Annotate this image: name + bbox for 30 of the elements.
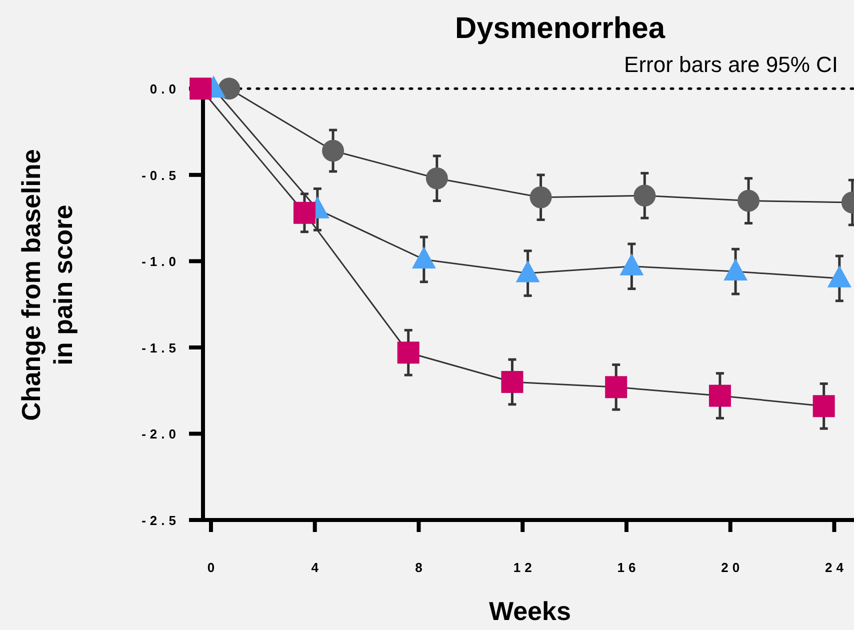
y-tick-label: -1.0 bbox=[142, 254, 180, 270]
y-tick-label: 0.0 bbox=[150, 82, 180, 97]
point bbox=[812, 395, 835, 418]
point bbox=[293, 202, 316, 224]
y-axis-title: Change from baseline in pain score bbox=[16, 149, 78, 421]
y-tick-label: -1.5 bbox=[142, 340, 180, 356]
point bbox=[397, 342, 420, 364]
x-tick-label: 20 bbox=[721, 560, 744, 575]
x-tick-label: 0 bbox=[207, 560, 219, 575]
point bbox=[738, 190, 760, 212]
x-tick-label: 4 bbox=[311, 560, 322, 575]
x-tick-label: 8 bbox=[415, 560, 426, 575]
point bbox=[530, 186, 552, 208]
x-tick-label: 16 bbox=[617, 560, 640, 575]
point bbox=[634, 184, 656, 207]
y-tick-label: -2.0 bbox=[142, 426, 180, 442]
point bbox=[426, 167, 448, 190]
y-tick-label: -0.5 bbox=[142, 168, 180, 183]
point bbox=[605, 376, 628, 398]
chart-title: Dysmenorrhea bbox=[454, 12, 666, 45]
x-tick-label: 12 bbox=[513, 560, 536, 575]
x-axis-title: Weeks bbox=[489, 596, 571, 626]
text: Error bars are 95% CI bbox=[624, 52, 838, 77]
point bbox=[218, 78, 240, 100]
point bbox=[322, 140, 344, 162]
point bbox=[708, 384, 731, 407]
point bbox=[501, 370, 524, 393]
point bbox=[190, 78, 212, 100]
x-tick-label: 24 bbox=[824, 560, 848, 575]
y-tick-label: -2.5 bbox=[142, 513, 180, 528]
